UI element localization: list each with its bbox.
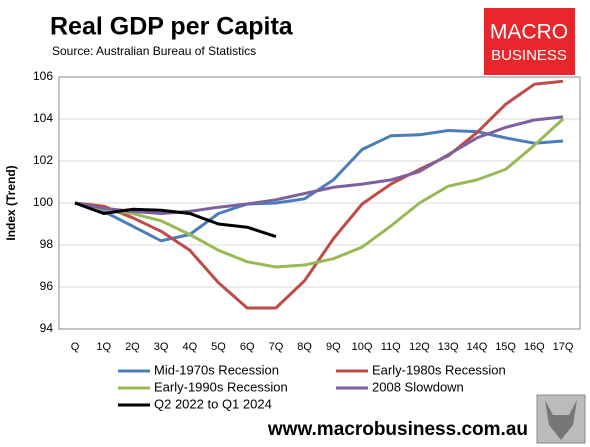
x-tick-label: Q bbox=[71, 341, 80, 353]
legend-label: Early-1980s Recession bbox=[372, 362, 506, 377]
chart-subtitle: Source: Australian Bureau of Statistics bbox=[52, 44, 256, 58]
y-tick-label: 100 bbox=[33, 195, 53, 209]
y-tick-label: 96 bbox=[40, 279, 54, 293]
x-tick-label: 9Q bbox=[326, 341, 341, 353]
y-axis-label: Index (Trend) bbox=[4, 165, 18, 240]
logo-text: BUSINESS bbox=[491, 47, 567, 64]
x-tick-label: 17Q bbox=[553, 341, 574, 353]
logo-box bbox=[484, 8, 575, 75]
x-tick-label: 14Q bbox=[466, 341, 487, 353]
y-tick-label: 94 bbox=[40, 321, 54, 335]
chart-title: Real GDP per Capita bbox=[50, 13, 294, 41]
x-tick-label: 3Q bbox=[154, 341, 169, 353]
x-tick-label: 10Q bbox=[352, 341, 373, 353]
x-tick-label: 1Q bbox=[96, 341, 111, 353]
plot-border bbox=[58, 76, 581, 330]
series-line bbox=[74, 201, 277, 239]
legend-label: 2008 Slowdown bbox=[372, 379, 464, 394]
legend-label: Early-1990s Recession bbox=[154, 379, 288, 394]
logo-text: MACRO bbox=[490, 21, 568, 44]
legend-label: Q2 2022 to Q1 2024 bbox=[154, 396, 272, 411]
wolf-icon bbox=[545, 400, 577, 440]
x-tick-label: 8Q bbox=[297, 341, 312, 353]
x-tick-label: 6Q bbox=[240, 341, 255, 353]
y-tick-label: 98 bbox=[40, 237, 54, 251]
x-tick-label: 4Q bbox=[182, 341, 197, 353]
x-tick-label: 15Q bbox=[495, 341, 516, 353]
x-tick-label: 2Q bbox=[125, 341, 140, 353]
y-tick-label: 102 bbox=[33, 153, 53, 167]
series-line bbox=[74, 79, 564, 310]
x-tick-label: 5Q bbox=[211, 341, 226, 353]
series-line bbox=[74, 117, 565, 269]
legend-label: Mid-1970s Recession bbox=[154, 362, 279, 377]
footer: www.macrobusiness.com.au bbox=[267, 419, 528, 440]
x-tick-label: 7Q bbox=[269, 341, 284, 353]
y-tick-label: 104 bbox=[33, 111, 53, 125]
x-tick-label: 16Q bbox=[524, 341, 545, 353]
x-tick-label: 12Q bbox=[409, 341, 430, 353]
x-tick-label: 13Q bbox=[438, 341, 459, 353]
series-line bbox=[74, 115, 564, 215]
x-tick-label: 11Q bbox=[381, 341, 401, 353]
y-tick-label: 106 bbox=[33, 69, 53, 83]
